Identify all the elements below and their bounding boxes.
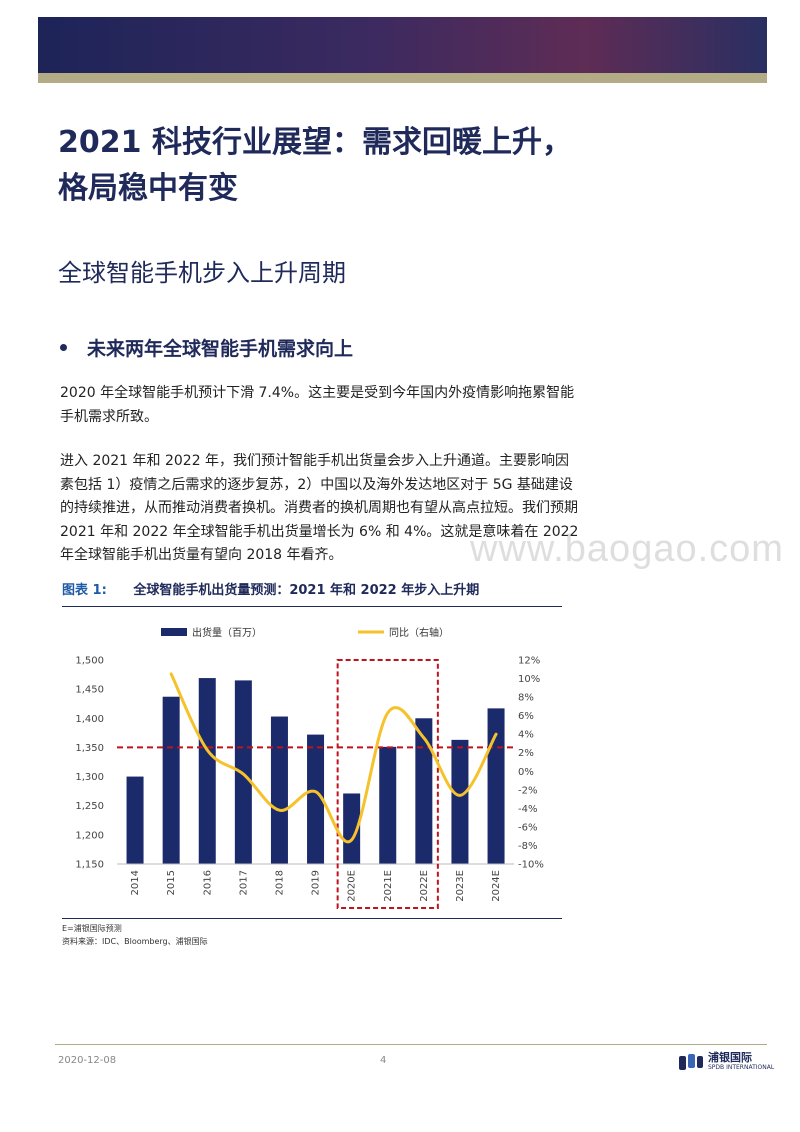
logo-name: 浦银国际: [708, 1051, 752, 1064]
y-right-tick-label: -2%: [518, 785, 537, 796]
y-right-tick-label: 12%: [518, 656, 540, 667]
bar-2022E: [415, 718, 433, 864]
y-axis-left: 1,150 1,200 1,250 1,300 1,350 1,400 1,450 1,500: [75, 656, 104, 871]
y-left-tick-label: 1,150: [75, 860, 104, 871]
legend-bar-swatch: [161, 628, 187, 636]
y-right-tick-label: 8%: [518, 693, 534, 704]
subsection-heading: 未来两年全球智能手机需求向上: [87, 338, 354, 360]
x-tick-label: 2018: [274, 870, 285, 895]
yoy-growth-line: [169, 672, 498, 844]
x-tick-label: 2019: [311, 870, 322, 895]
x-tick-label: 2021E: [383, 870, 394, 902]
bar-2023E: [451, 739, 469, 864]
watermark: www.baogao.com: [470, 528, 784, 570]
x-tick-label: 2024E: [491, 870, 502, 902]
bar-2019: [307, 734, 325, 864]
figure-top-rule: [62, 606, 562, 607]
y-right-tick-label: -4%: [518, 804, 537, 815]
bar-2024E: [487, 708, 505, 864]
footer-date: 2020-12-08: [58, 1055, 117, 1066]
header-banner-strip: [38, 73, 767, 83]
header-banner: [38, 17, 767, 73]
x-tick-label: 2017: [238, 870, 249, 895]
y-axis-right: -10% -8% -6% -4% -2% 0% 2% 4% 6% 8% 10% 12%: [518, 656, 544, 871]
report-title-line2: 格局稳中有变: [58, 171, 238, 206]
y-left-tick-label: 1,400: [75, 714, 104, 725]
x-tick-label: 2015: [166, 870, 177, 895]
legend-line-label: 同比（右轴）: [389, 626, 449, 639]
x-tick-label: 2016: [202, 870, 213, 895]
bar-series: [126, 678, 505, 864]
bar-2014: [126, 776, 144, 864]
y-right-tick-label: 4%: [518, 730, 534, 741]
y-right-tick-label: -6%: [518, 822, 537, 833]
x-tick-label: 2023E: [455, 870, 466, 902]
y-right-tick-label: 10%: [518, 674, 540, 685]
line-series: [169, 672, 498, 844]
y-right-tick-label: -8%: [518, 841, 537, 852]
paragraph-1: 2020 年全球智能手机预计下滑 7.4%。这主要是受到今年国内外疫情影响拖累智…: [60, 385, 575, 425]
chart-legend: 出货量（百万） 同比（右轴）: [161, 626, 449, 639]
bar-2018: [270, 716, 288, 864]
y-left-tick-label: 1,350: [75, 743, 104, 754]
x-tick-label: 2014: [130, 870, 141, 895]
y-right-tick-label: 0%: [518, 767, 534, 778]
bullet-icon: [60, 344, 67, 351]
forecast-highlight-box: [336, 659, 439, 909]
logo-subtitle: SPDB INTERNATIONAL: [708, 1064, 775, 1071]
report-title-line1: 2021 科技行业展望：需求回暖上升，: [58, 125, 572, 160]
report-title: 2021 科技行业展望：需求回暖上升， 格局稳中有变: [58, 120, 758, 212]
legend-bar-label: 出货量（百万）: [192, 626, 262, 639]
figure-caption: 图表 1: 全球智能手机出货量预测：2021 年和 2022 年步入上升期: [62, 579, 479, 598]
footer-rule: [55, 1044, 767, 1045]
y-left-tick-label: 1,250: [75, 801, 104, 812]
figure-note: E=浦银国际预测: [62, 924, 122, 933]
y-right-tick-label: 6%: [518, 711, 534, 722]
logo-icon: [679, 1054, 703, 1070]
bar-2016: [198, 678, 216, 864]
figure-source: 资料来源：IDC、Bloomberg、浦银国际: [62, 937, 208, 946]
x-axis-labels: 2014 2015 2016 2017 2018 2019 2020E 2021E 2022E 2…: [130, 870, 502, 902]
highlight-box: [336, 659, 439, 909]
subsection-heading-row: 未来两年全球智能手机需求向上: [60, 334, 353, 361]
section-heading: 全球智能手机步入上升周期: [58, 259, 346, 287]
bar-2021E: [379, 746, 397, 864]
y-right-tick-label: 2%: [518, 748, 534, 759]
figure-label: 图表 1:: [62, 583, 107, 598]
x-tick-label: 2022E: [419, 870, 430, 902]
page-number: 4: [380, 1055, 387, 1066]
y-left-tick-label: 1,200: [75, 830, 104, 841]
bar-2020E: [343, 793, 361, 864]
shipments-chart: 出货量（百万） 同比（右轴） 1,150 1,200 1,250 1,300 1,350…: [75, 626, 544, 909]
figure-bottom-rule: [62, 918, 562, 919]
figure-title: 全球智能手机出货量预测：2021 年和 2022 年步入上升期: [133, 583, 480, 598]
y-right-tick-label: -10%: [518, 860, 544, 871]
company-logo: 浦银国际 SPDB INTERNATIONAL: [678, 1052, 774, 1072]
x-tick-label: 2020E: [347, 870, 358, 902]
y-left-tick-label: 1,500: [75, 656, 104, 667]
y-left-tick-label: 1,300: [75, 772, 104, 783]
y-left-tick-label: 1,450: [75, 685, 104, 696]
paragraph-2: 进入 2021 年和 2022 年，我们预计智能手机出货量会步入上升通道。主要影…: [60, 453, 579, 563]
bar-2015: [162, 696, 180, 864]
